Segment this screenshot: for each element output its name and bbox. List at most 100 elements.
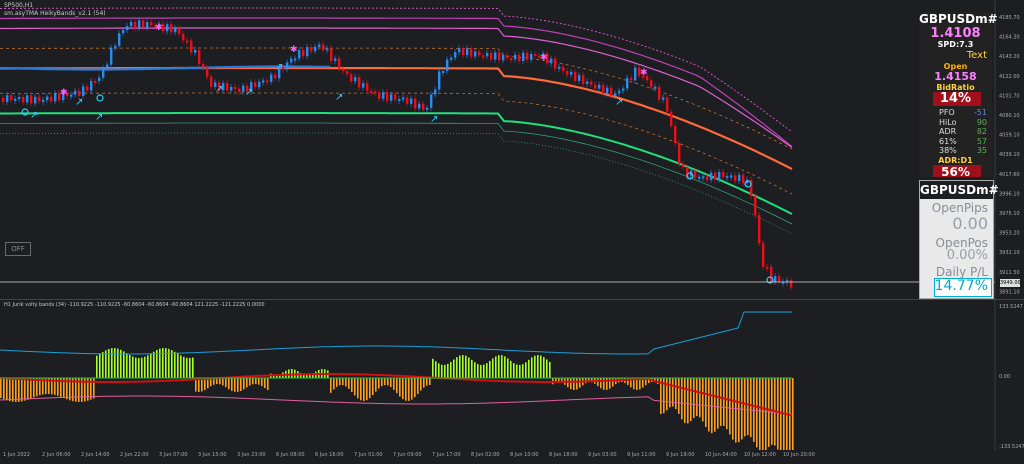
histogram-bar bbox=[573, 378, 575, 390]
histogram-bar bbox=[306, 374, 308, 378]
histogram-bar bbox=[153, 351, 155, 378]
price-chart[interactable]: ↗ ↗ ↗ ↗ ↗ ↗ ↗ ↗ ↗ ✱ ✱ ✱ ✱ ✱ 4185.70 4164.30 4143.20 4122… bbox=[0, 0, 1024, 300]
histogram-bar bbox=[627, 378, 629, 385]
histogram-bar bbox=[183, 356, 185, 378]
histogram-bar bbox=[36, 378, 38, 397]
candle-body bbox=[210, 76, 213, 87]
histogram-bar bbox=[405, 378, 407, 401]
panel-adr-label: ADR:D1 bbox=[938, 156, 973, 165]
candle-body bbox=[682, 164, 685, 168]
histogram-bar bbox=[780, 378, 782, 450]
histogram-bar bbox=[12, 378, 14, 402]
histogram-bar bbox=[99, 353, 101, 378]
candle-body bbox=[786, 280, 789, 283]
candle-body bbox=[482, 55, 485, 58]
candle-body bbox=[466, 48, 469, 55]
candle-body bbox=[14, 98, 17, 101]
time-tick: 10 Jun 04:00 bbox=[705, 452, 737, 458]
histogram-bar bbox=[387, 378, 389, 386]
lower-band-1 bbox=[0, 112, 793, 215]
price-tick: 3932.10 bbox=[999, 250, 1020, 256]
histogram-bar bbox=[393, 378, 395, 390]
price-tick: 3975.10 bbox=[999, 211, 1020, 217]
histogram-bar bbox=[600, 378, 602, 389]
stat-key: 61% bbox=[939, 136, 957, 146]
signal-arrows: ↗ ↗ ↗ ↗ ↗ ↗ ↗ ↗ ↗ ✱ ✱ ✱ ✱ ✱ bbox=[21, 23, 774, 284]
histogram-bar bbox=[666, 378, 668, 411]
stat-value: -51 bbox=[973, 108, 987, 117]
histogram-bar bbox=[555, 378, 557, 383]
stat-value: 57 bbox=[976, 136, 987, 146]
histogram-bar bbox=[561, 378, 563, 383]
histogram-bar bbox=[792, 378, 794, 450]
histogram-bar bbox=[612, 378, 614, 387]
candle-body bbox=[782, 281, 785, 284]
time-tick: 3 Jun 23:00 bbox=[237, 452, 266, 458]
candle-body bbox=[446, 59, 449, 72]
buy-arrow-icon: ↗ bbox=[245, 87, 253, 98]
candle-body bbox=[326, 48, 329, 51]
histogram-bar bbox=[123, 351, 125, 378]
histogram-bar bbox=[765, 378, 767, 450]
histogram-bar bbox=[456, 357, 458, 378]
candle-body bbox=[222, 83, 225, 91]
histogram-bar bbox=[174, 351, 176, 378]
histogram-bar bbox=[426, 378, 428, 386]
candle-body bbox=[370, 90, 373, 93]
histogram-bar bbox=[399, 378, 401, 397]
candle-body bbox=[634, 67, 637, 81]
histogram-bar bbox=[81, 378, 83, 402]
histogram-bar bbox=[138, 357, 140, 378]
candle-body bbox=[286, 62, 289, 70]
buy-arrow-icon: ↗ bbox=[335, 92, 343, 103]
signal-circle-icon bbox=[766, 276, 774, 284]
histogram-bar bbox=[39, 378, 41, 396]
histogram-bar bbox=[777, 378, 779, 450]
trade-panel-header bbox=[920, 181, 993, 199]
oscillator-background bbox=[0, 300, 1024, 450]
histogram-bar bbox=[423, 378, 425, 388]
histogram-bar bbox=[588, 378, 590, 383]
histogram-bar bbox=[273, 374, 275, 378]
histogram-bar bbox=[468, 357, 470, 378]
histogram-bar bbox=[213, 378, 215, 385]
histogram-bar bbox=[354, 378, 356, 396]
candle-body bbox=[606, 87, 609, 94]
buy-arrow-icon: ↗ bbox=[75, 97, 83, 108]
time-tick: 10 Jun 12:00 bbox=[744, 452, 776, 458]
candle-body bbox=[582, 75, 585, 84]
oscillator-chart[interactable]: 133.5247 0.00 -133.5247 bbox=[0, 300, 1024, 450]
time-tick: 6 Jun 16:00 bbox=[315, 452, 344, 458]
histogram-bar bbox=[606, 378, 608, 390]
price-tick: 4185.70 bbox=[999, 15, 1020, 21]
time-tick: 8 Jun 18:00 bbox=[549, 452, 578, 458]
histogram-bar bbox=[723, 378, 725, 426]
candle-body bbox=[198, 49, 201, 65]
indicator-label: sm.asyTMA HeikyBands_v2.1 (54) bbox=[4, 10, 106, 17]
histogram-bar bbox=[516, 364, 518, 378]
histogram-bar bbox=[252, 378, 254, 385]
histogram-bar bbox=[750, 378, 752, 438]
histogram-bar bbox=[492, 358, 494, 378]
histogram-bar bbox=[558, 378, 560, 383]
buy-arrow-icon: ↗ bbox=[615, 97, 623, 108]
off-button[interactable]: OFF bbox=[5, 242, 31, 256]
time-tick: 3 Jun 07:00 bbox=[159, 452, 188, 458]
price-axis: 4185.70 4164.30 4143.20 4122.00 4101.70 4080.… bbox=[999, 15, 1020, 295]
candle-body bbox=[458, 48, 461, 53]
histogram-bar bbox=[339, 378, 341, 386]
candle-body bbox=[542, 53, 545, 57]
histogram-bar bbox=[168, 348, 170, 378]
candle-body bbox=[518, 54, 521, 61]
cross-marker-icon: ✱ bbox=[155, 23, 163, 33]
candle-body bbox=[114, 45, 117, 48]
candle-body bbox=[418, 103, 421, 109]
price-tick: 4122.00 bbox=[999, 74, 1020, 80]
histogram-bar bbox=[336, 378, 338, 387]
candles bbox=[2, 17, 793, 291]
cross-marker-icon: ✱ bbox=[60, 88, 68, 98]
histogram-bar bbox=[477, 364, 479, 378]
histogram-bar bbox=[546, 359, 548, 378]
candle-body bbox=[174, 27, 177, 33]
candle-body bbox=[18, 97, 21, 100]
